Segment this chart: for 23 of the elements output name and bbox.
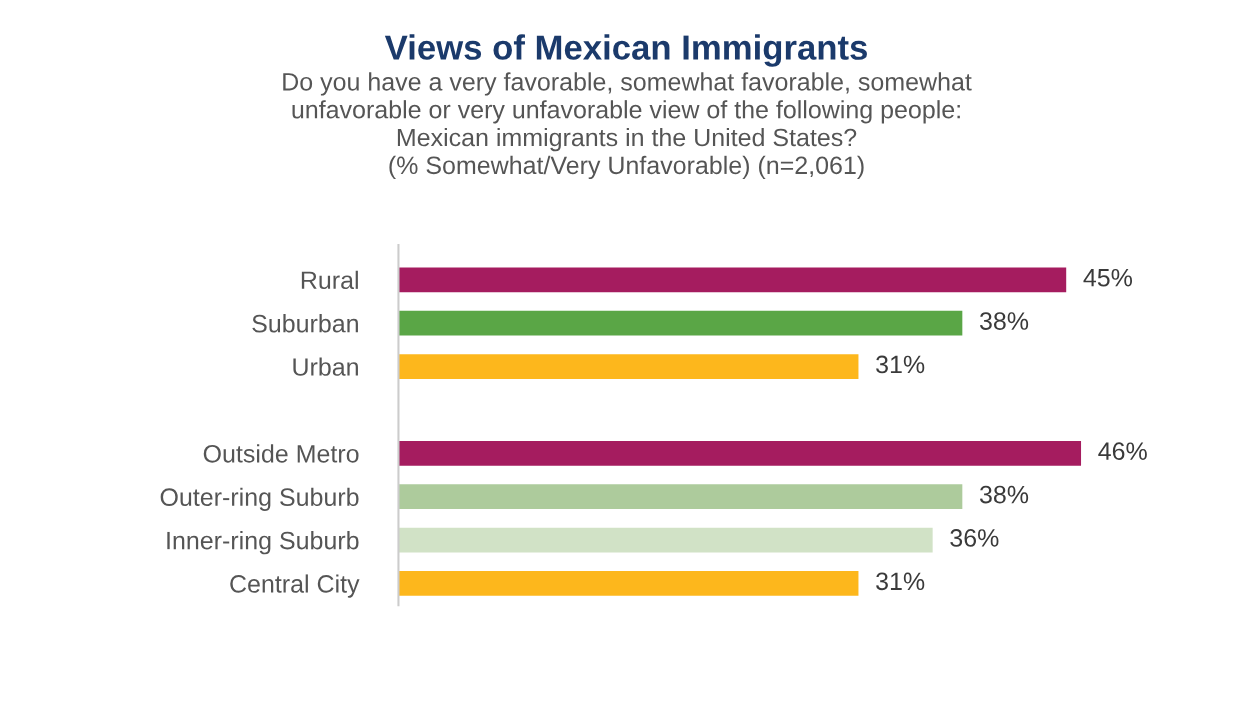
y-tick-label: Outside Metro [203, 444, 359, 463]
bar [398, 527, 933, 553]
bar [398, 484, 963, 510]
data-label: 31% [876, 572, 925, 591]
y-tick-label: Inner-ring Suburb [167, 531, 359, 555]
bar [398, 267, 1067, 293]
data-label: 46% [1098, 442, 1147, 461]
chart-subtitle: Do you have a very favorable, somewhat favorable, somewhat unfavorable or very unfavorable view of the following people: Mexican immigrants in the United States? (% Somewhat/Very Unfavorable) (n=2,061) [283, 72, 972, 180]
y-tick-label: Outer-ring Suburb [160, 487, 359, 511]
bar [398, 354, 859, 379]
data-label: 36% [950, 529, 999, 547]
y-tick-label: Rural [301, 270, 358, 290]
bar [398, 440, 1082, 466]
data-label: 31% [876, 355, 925, 374]
bar [398, 310, 963, 336]
chart-title: Views of Mexican Immigrants [384, 34, 867, 67]
data-label: 38% [979, 312, 1029, 330]
y-tick-label: Urban [293, 357, 358, 376]
data-label: 38% [979, 485, 1029, 504]
bar [398, 571, 859, 596]
y-tick-label: Suburban [252, 314, 358, 333]
y-tick-label: Central City [230, 574, 360, 598]
data-label: 45% [1083, 268, 1133, 287]
